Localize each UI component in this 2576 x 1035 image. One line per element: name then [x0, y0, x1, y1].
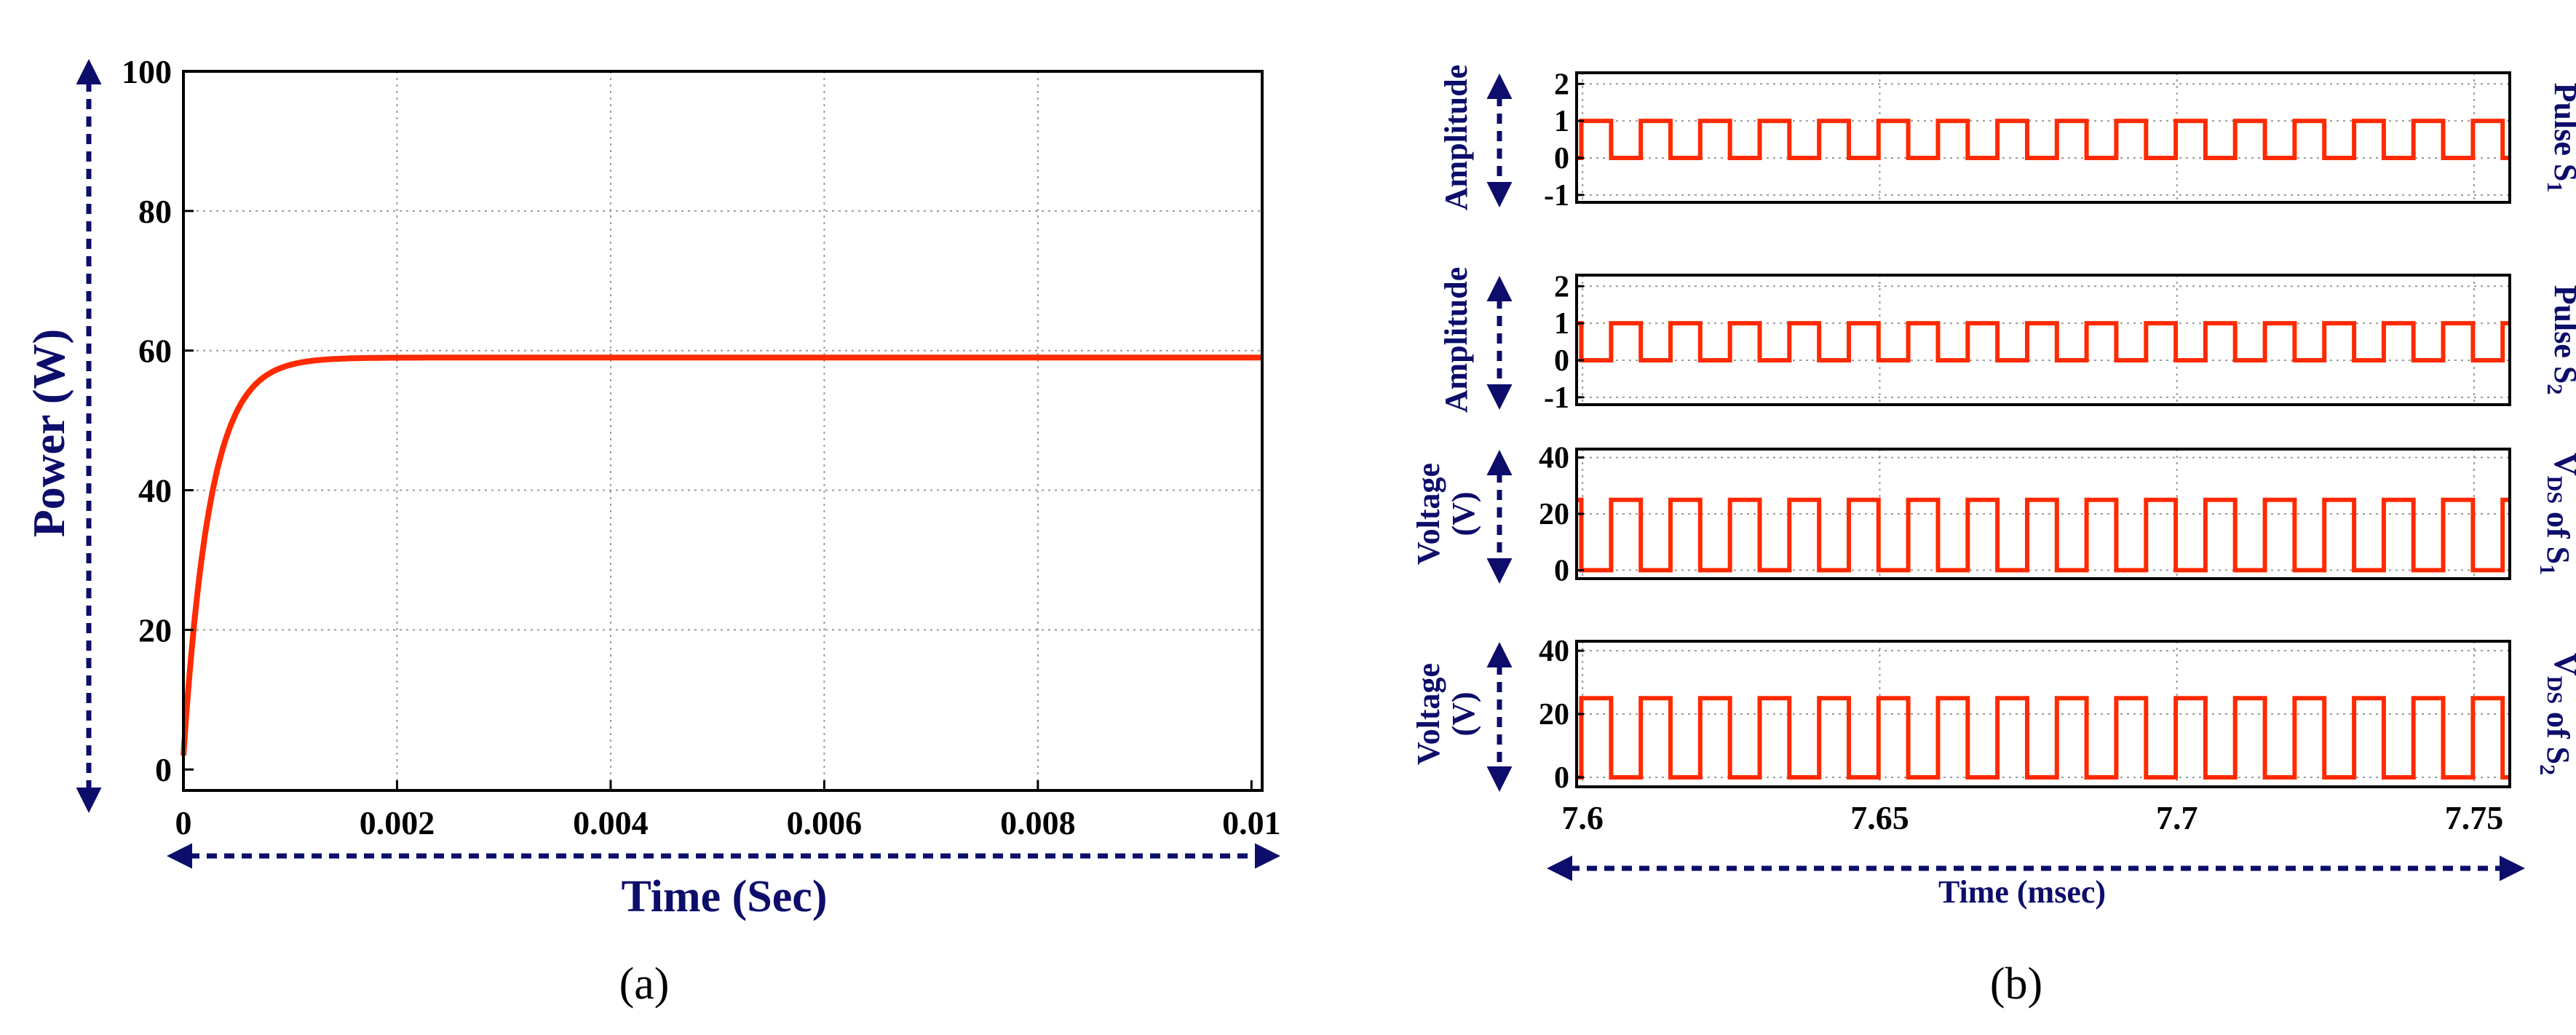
subscript: 2	[2543, 384, 2567, 394]
y-axis-title: Power (W)	[25, 329, 74, 537]
right-axis-title: Pulse S2	[2543, 285, 2576, 395]
label-part: V	[2548, 453, 2576, 476]
y-tick-label: 20	[1539, 498, 1569, 531]
x-tick-label: 0.004	[573, 804, 649, 841]
y-tick-label: 0	[1554, 344, 1569, 378]
panel-b-chart-4: 0 20 40 7.6 7.65 7.7 7.75 Time (msec) Voltage(V)…	[1411, 635, 2576, 910]
waveform-2-line	[1577, 321, 2510, 362]
label-part: V	[2548, 653, 2576, 676]
y-axis-title: Amplitude	[1438, 267, 1474, 413]
waveform-4-line	[1577, 696, 2510, 780]
plot-frame-b4	[1575, 640, 2511, 788]
chart-root: 0 0.002 0.004 0.006 0.008 0.01020406080100Tim…	[25, 53, 2576, 921]
plot-frame-b2	[1575, 274, 2511, 406]
y-tick-label: 80	[138, 193, 172, 230]
y-axis-title-line: Voltage	[1411, 463, 1446, 565]
x-tick-label: 7.65	[1850, 799, 1909, 836]
y-tick-label: 0	[1554, 761, 1569, 795]
y-axis-title-line: (V)	[1446, 491, 1481, 536]
y-tick-label: 20	[138, 611, 172, 649]
y-tick-label: 40	[138, 472, 172, 509]
x-tick-label: 7.7	[2156, 799, 2198, 836]
y-tick-label: 0	[1554, 142, 1569, 175]
y-tick-label: 1	[1554, 105, 1569, 138]
x-tick-label: 7.75	[2445, 799, 2504, 836]
y-axis-title-line: (V)	[1446, 691, 1481, 736]
y-tick-label: 100	[122, 53, 172, 90]
y-tick-label: 2	[1554, 68, 1569, 101]
label-part: Pulse S	[2548, 285, 2576, 384]
x-tick-label: 0	[175, 804, 192, 841]
y-axis-title-line: Voltage	[1411, 663, 1446, 765]
label-part: of S	[2540, 704, 2576, 764]
y-tick-label: -1	[1544, 179, 1569, 213]
subscript: 2	[2535, 764, 2559, 775]
x-tick-label: 0.006	[787, 804, 863, 841]
y-axis-title: Voltage(V)	[1411, 463, 1481, 565]
plot-frame-a	[182, 70, 1264, 792]
panel-label-b: (b)	[1990, 959, 2042, 1009]
plot-frame-b3	[1575, 448, 2511, 580]
y-tick-label: 40	[1539, 635, 1569, 668]
y-tick-label: 40	[1539, 442, 1569, 475]
y-axis-title: Voltage(V)	[1411, 663, 1481, 765]
subscript: 1	[2543, 181, 2567, 192]
subscript: 1	[2535, 564, 2559, 575]
waveform-1-line	[1577, 119, 2510, 160]
y-axis-title: Amplitude	[1438, 65, 1474, 210]
y-tick-label: 0	[1554, 554, 1569, 587]
label-part: Pulse S	[2548, 83, 2576, 182]
y-tick-label: 20	[1539, 698, 1569, 731]
panel-label-a: (a)	[619, 959, 670, 1009]
y-tick-label: -1	[1544, 381, 1569, 415]
panel-b-chart-3: 0 20 40 Voltage(V) VDS of S1	[1411, 442, 2576, 588]
y-tick-label: 60	[138, 333, 172, 370]
x-tick-label: 0.008	[1000, 804, 1076, 841]
y-tick-label: 0	[155, 751, 172, 788]
x-tick-label: 0.01	[1222, 804, 1281, 841]
label-part: of S	[2540, 504, 2576, 564]
x-tick-label: 7.6	[1561, 799, 1604, 836]
x-axis-title: Time (Sec)	[622, 872, 828, 921]
plot-frame-b1	[1575, 71, 2511, 204]
power-series-line	[181, 354, 1264, 756]
waveform-3-line	[1577, 497, 2510, 573]
right-axis-title: Pulse S1	[2543, 83, 2576, 193]
y-tick-label: 2	[1554, 270, 1569, 304]
x-tick-label: 0.002	[360, 804, 435, 841]
y-tick-label: 1	[1554, 307, 1569, 341]
right-axis-title: VDS of S1	[2535, 453, 2576, 575]
x-axis-title-b: Time (msec)	[1938, 874, 2106, 910]
panel-a-chart: 0 0.002 0.004 0.006 0.008 0.01 0 20 40 60 80 100 Tim…	[25, 53, 1281, 921]
subscript: DS	[2543, 476, 2567, 504]
subscript: DS	[2543, 676, 2567, 704]
right-axis-title: VDS of S2	[2535, 653, 2576, 775]
